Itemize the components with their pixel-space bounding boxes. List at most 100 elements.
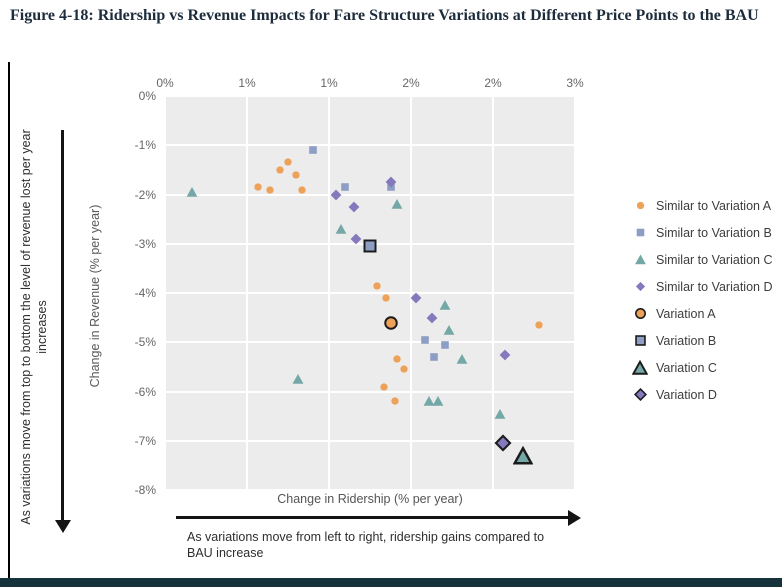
point-similar-to-variation-c: [439, 299, 452, 312]
point-similar-to-variation-c: [335, 222, 348, 235]
y-tick-label: -6%: [134, 384, 156, 399]
legend-label: Variation B: [656, 333, 717, 348]
x-tick-label: 2%: [402, 76, 420, 90]
point-similar-to-variation-a: [265, 184, 276, 195]
point-similar-to-variation-b: [429, 352, 440, 363]
point-similar-to-variation-d: [425, 311, 438, 324]
x-axis-tick-labels: 0% 1% 1% 2% 2% 3%: [156, 76, 583, 92]
down-arrow-icon: [55, 520, 71, 533]
triangle-icon: [630, 253, 650, 266]
figure-title: Figure 4-18: Ridership vs Revenue Impact…: [10, 7, 759, 24]
gridline-horizontal: [165, 144, 575, 147]
legend: Similar to Variation A Similar to Variati…: [630, 192, 782, 408]
legend-item-variation-b: Variation B: [630, 327, 782, 354]
y-tick-label: -3%: [134, 236, 156, 251]
triangle-icon: [630, 359, 650, 376]
point-similar-to-variation-c: [391, 198, 404, 211]
point-similar-to-variation-c: [291, 373, 304, 386]
point-variation-c: [513, 445, 534, 466]
y-tick-label: -1%: [134, 138, 156, 153]
y-tick-label: -2%: [134, 187, 156, 202]
point-similar-to-variation-a: [274, 164, 285, 175]
x-tick-label: 2%: [484, 76, 502, 90]
square-icon: [630, 334, 650, 347]
point-similar-to-variation-d: [350, 232, 363, 245]
point-similar-to-variation-a: [378, 381, 389, 392]
y-tick-label: -4%: [134, 286, 156, 300]
x-axis-title: Change in Ridership (% per year): [277, 492, 463, 506]
point-similar-to-variation-a: [381, 292, 392, 303]
y-axis-tick-labels: 0% -1% -2% -3% -4% -5% -6% -7% -8%: [100, 89, 156, 497]
y-tick-label: -7%: [134, 433, 156, 448]
point-similar-to-variation-b: [307, 145, 318, 156]
legend-label: Variation A: [656, 306, 716, 321]
gridline-horizontal: [165, 193, 575, 196]
legend-label: Variation D: [656, 387, 717, 402]
point-similar-to-variation-c: [432, 395, 445, 408]
point-similar-to-variation-b: [340, 182, 351, 193]
right-arrow-line: [176, 516, 570, 519]
right-arrow-icon: [568, 510, 581, 526]
point-similar-to-variation-d: [410, 291, 423, 304]
legend-item-variation-c: Variation C: [630, 354, 782, 381]
diamond-icon: [630, 388, 650, 401]
y-tick-label: -5%: [134, 335, 156, 350]
legend-label: Variation C: [656, 360, 717, 375]
gridline-vertical: [574, 96, 576, 490]
legend-label: Similar to Variation C: [656, 252, 773, 267]
gridline-horizontal: [165, 292, 575, 294]
point-similar-to-variation-a: [534, 320, 545, 331]
legend-item-similar-to-variation-a: Similar to Variation A: [630, 192, 782, 219]
plot-area: [164, 95, 576, 491]
point-similar-to-variation-c: [443, 323, 456, 336]
point-similar-to-variation-a: [389, 396, 400, 407]
gridline-horizontal: [165, 489, 575, 491]
bottom-page-bar: [0, 578, 782, 587]
legend-label: Similar to Variation B: [656, 225, 772, 240]
legend-item-variation-d: Variation D: [630, 381, 782, 408]
down-arrow-line: [61, 130, 64, 521]
point-similar-to-variation-a: [371, 280, 382, 291]
point-similar-to-variation-d: [384, 176, 397, 189]
x-tick-label: 1%: [320, 76, 338, 90]
legend-item-similar-to-variation-d: Similar to Variation D: [630, 273, 782, 300]
point-variation-d: [494, 434, 512, 452]
point-similar-to-variation-c: [455, 353, 468, 366]
point-similar-to-variation-b: [440, 339, 451, 350]
legend-label: Similar to Variation D: [656, 279, 773, 294]
point-similar-to-variation-c: [186, 186, 199, 199]
point-similar-to-variation-a: [392, 354, 403, 365]
y-tick-label: -8%: [134, 483, 156, 497]
gridline-horizontal: [165, 341, 575, 344]
gridline-horizontal: [165, 390, 575, 393]
point-variation-b: [362, 238, 378, 254]
point-similar-to-variation-c: [493, 407, 506, 420]
point-similar-to-variation-a: [399, 364, 410, 375]
circle-icon: [630, 200, 650, 211]
point-similar-to-variation-a: [283, 157, 294, 168]
point-similar-to-variation-d: [499, 348, 512, 361]
x-tick-label: 3%: [566, 76, 584, 90]
x-tick-label: 0%: [156, 76, 174, 90]
point-similar-to-variation-a: [291, 169, 302, 180]
gridline-horizontal: [165, 95, 575, 97]
point-similar-to-variation-a: [252, 182, 263, 193]
diamond-icon: [630, 281, 650, 292]
point-similar-to-variation-a: [296, 184, 307, 195]
point-similar-to-variation-d: [347, 200, 360, 213]
legend-item-similar-to-variation-c: Similar to Variation C: [630, 246, 782, 273]
x-tick-label: 1%: [238, 76, 256, 90]
point-similar-to-variation-b: [419, 334, 430, 345]
point-variation-a: [383, 315, 399, 331]
left-border-rule: [8, 62, 10, 580]
point-similar-to-variation-c: [422, 395, 435, 408]
point-similar-to-variation-d: [329, 188, 342, 201]
y-tick-label: 0%: [138, 89, 156, 103]
legend-item-variation-a: Variation A: [630, 300, 782, 327]
gridline-horizontal: [165, 439, 575, 442]
legend-item-similar-to-variation-b: Similar to Variation B: [630, 219, 782, 246]
circle-icon: [630, 307, 650, 320]
legend-label: Similar to Variation A: [656, 198, 772, 213]
square-icon: [630, 227, 650, 238]
bottom-annotation: As variations move from left to right, r…: [187, 530, 545, 560]
